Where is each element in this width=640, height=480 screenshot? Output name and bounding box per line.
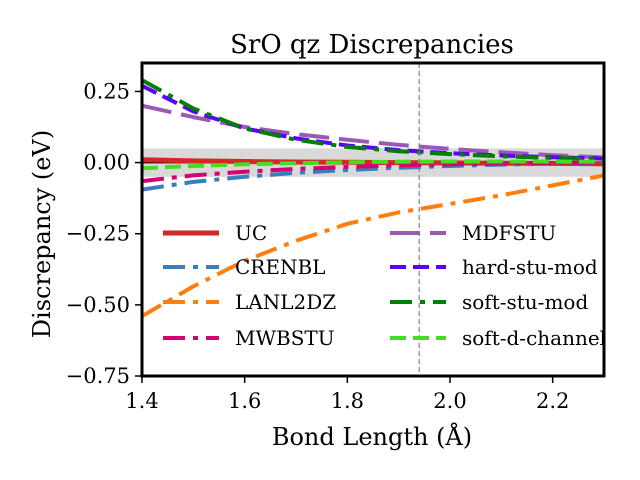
series-line-mwbstu: [142, 160, 604, 184]
y-axis-label: Discrepancy (eV): [28, 130, 56, 338]
y-tick-label: 0.25: [83, 79, 130, 103]
legend-label-lanl2dz: LANL2DZ: [235, 290, 336, 314]
legend-label-crenbl: CRENBL: [235, 255, 325, 279]
x-tick-label: 1.4: [125, 389, 158, 413]
x-tick-label: 1.6: [228, 389, 261, 413]
legend-label-hard-stu-mod: hard-stu-mod: [462, 255, 598, 279]
y-tick-label: 0.00: [83, 151, 130, 175]
x-tick-label: 1.8: [331, 389, 364, 413]
series-line-crenbl: [142, 161, 604, 192]
series-line-mdfstu: [142, 103, 604, 160]
chart-title: SrO qz Discrepancies: [230, 30, 514, 60]
y-tick-label: −0.75: [66, 364, 130, 388]
legend-label-mwbstu: MWBSTU: [235, 326, 335, 350]
plot-area: 1.4 1.6 1.8 2.0 2.2 0.25 0.00 −0.25 −0.50 −0.75: [66, 61, 606, 413]
plot-frame: [140, 61, 606, 378]
legend: UC CRENBL LANL2DZ MWBSTU MDFSTU hard-stu-mod s…: [163, 221, 606, 350]
series-line-lanl2dz: [142, 173, 604, 318]
legend-label-uc: UC: [235, 221, 267, 245]
y-tick-label: −0.50: [66, 293, 130, 317]
legend-label-mdfstu: MDFSTU: [462, 221, 556, 245]
series-line-soft-d-channel: [142, 159, 604, 171]
legend-label-soft-stu-mod: soft-stu-mod: [462, 290, 588, 314]
x-tick-label: 2.2: [536, 389, 569, 413]
series-line-soft-stu-mod: [142, 78, 604, 162]
y-tick-label: −0.25: [66, 222, 130, 246]
x-axis-label: Bond Length (Å): [272, 422, 472, 451]
legend-label-soft-d-channel: soft-d-channel: [462, 326, 606, 350]
x-tick-label: 2.0: [433, 389, 466, 413]
series-line-hard-stu-mod: [142, 84, 604, 161]
series-group: [142, 63, 604, 376]
